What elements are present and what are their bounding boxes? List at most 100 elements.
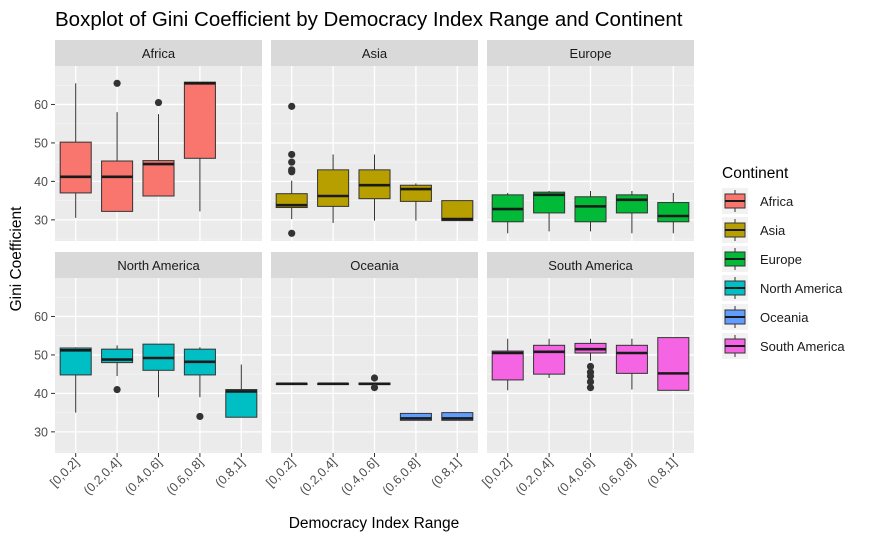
boxplot-africa	[101, 79, 134, 212]
outlier-point	[196, 412, 204, 421]
x-tick-label: (0.2,0.4]	[297, 455, 339, 497]
x-tick-label: (0.2,0.4]	[513, 455, 555, 497]
boxplot-south-america	[574, 338, 607, 392]
boxplot-north-america	[59, 347, 92, 413]
boxplot-south-america	[533, 338, 566, 378]
box-iqr	[441, 200, 474, 222]
panel-south-america: South America [0,0.2] (0.2,0.4] (0.4,0.6] (0…	[479, 252, 694, 498]
strip-background	[55, 40, 262, 66]
boxplot-africa	[59, 83, 92, 218]
legend-item-africa: Africa	[722, 188, 794, 214]
outlier-point	[586, 378, 595, 386]
boxplot-south-america	[657, 337, 690, 391]
y-tick-label: 50	[34, 136, 48, 150]
box-iqr	[615, 344, 648, 374]
boxplot-north-america	[101, 345, 134, 394]
chart-title: Boxplot of Gini Coefficient by Democracy…	[55, 8, 683, 31]
box-iqr	[317, 169, 350, 207]
outlier-point	[288, 229, 296, 237]
strip-label: South America	[548, 258, 633, 273]
y-tick-label: 30	[34, 425, 48, 439]
x-tick-label: (0.8,1]	[428, 455, 463, 490]
panel-africa: Africa 30 40 50 60	[34, 40, 262, 241]
strip-background	[271, 40, 478, 66]
x-tick-label: (0.6,0.8]	[164, 455, 206, 497]
box-iqr	[225, 389, 258, 418]
boxplot-oceania	[441, 412, 474, 421]
box-iqr	[59, 347, 92, 376]
box-iqr	[399, 412, 432, 421]
y-tick-label: 40	[34, 387, 48, 401]
strip-background	[487, 252, 694, 278]
boxplot-asia	[358, 154, 391, 221]
strip-background	[487, 40, 694, 66]
x-tick-label: [0,0.2]	[479, 455, 513, 489]
boxplot-africa	[183, 81, 216, 212]
boxplot-oceania	[399, 412, 432, 421]
x-tick-label: (0.4,0.6]	[122, 455, 164, 497]
strip-background	[55, 252, 262, 278]
y-tick-label: 60	[34, 98, 48, 112]
panel-oceania: Oceania [0,0.2] (0.2,0.4] (0.4,0.6] (0.6,0.8…	[263, 252, 478, 498]
legend-item-oceania: Oceania	[722, 304, 809, 330]
y-tick-label: 60	[34, 310, 48, 324]
boxplot-asia	[275, 102, 308, 237]
x-tick-label: (0.6,0.8]	[380, 455, 422, 497]
outlier-point	[586, 362, 595, 371]
x-tick-label: (0.4,0.6]	[554, 455, 596, 497]
boxplot-south-america	[491, 338, 524, 391]
box-iqr	[533, 344, 566, 375]
outlier-point	[154, 98, 163, 107]
outlier-point	[288, 158, 296, 166]
strip-label: North America	[117, 258, 200, 273]
boxplot-oceania	[317, 382, 350, 386]
legend-label: North America	[760, 281, 843, 296]
x-tick-label: (0.2,0.4]	[81, 455, 123, 497]
boxplot-europe	[491, 192, 524, 234]
box-iqr	[533, 191, 566, 214]
x-tick-label: [0,0.2]	[47, 455, 81, 489]
x-tick-label: [0,0.2]	[263, 455, 297, 489]
outlier-point	[370, 374, 379, 382]
boxplot-south-america	[615, 338, 648, 390]
boxplot-europe	[657, 192, 690, 234]
strip-label: Africa	[142, 46, 176, 61]
x-tick-label: (0.8,1]	[644, 455, 679, 490]
boxplot-north-america	[183, 347, 216, 421]
boxplot-north-america	[142, 343, 175, 398]
outlier-point	[288, 102, 296, 110]
box-iqr	[59, 141, 92, 194]
legend-label: Africa	[760, 194, 794, 209]
outlier-point	[586, 372, 595, 380]
boxplot-europe	[615, 191, 648, 234]
boxplot-asia	[441, 200, 474, 222]
strip-label: Asia	[362, 46, 388, 61]
box-iqr	[657, 337, 690, 391]
boxplot-oceania	[275, 382, 308, 386]
box-iqr	[142, 160, 175, 197]
box-iqr	[615, 194, 648, 214]
strip-background	[271, 252, 478, 278]
outlier-point	[586, 384, 595, 392]
box-iqr	[574, 196, 607, 223]
legend-item-asia: Asia	[722, 217, 786, 243]
outlier-point	[288, 168, 296, 176]
y-tick-label: 50	[34, 348, 48, 362]
strip-label: Oceania	[350, 258, 399, 273]
x-tick-label: (0.4,0.6]	[338, 455, 380, 497]
facet-panels: Africa 30 40 50 60 Asia Europe North America 30 4…	[34, 40, 694, 498]
box-iqr	[657, 202, 690, 223]
legend-label: Europe	[760, 252, 802, 267]
outlier-point	[113, 385, 121, 394]
boxplot-europe	[574, 191, 607, 232]
legend-item-south-america: South America	[722, 333, 845, 359]
box-iqr	[441, 412, 474, 421]
boxplot-africa	[142, 98, 175, 197]
legend-label: South America	[760, 339, 845, 354]
panel-europe: Europe	[487, 40, 694, 241]
outlier-point	[370, 384, 379, 392]
legend-label: Asia	[760, 223, 786, 238]
